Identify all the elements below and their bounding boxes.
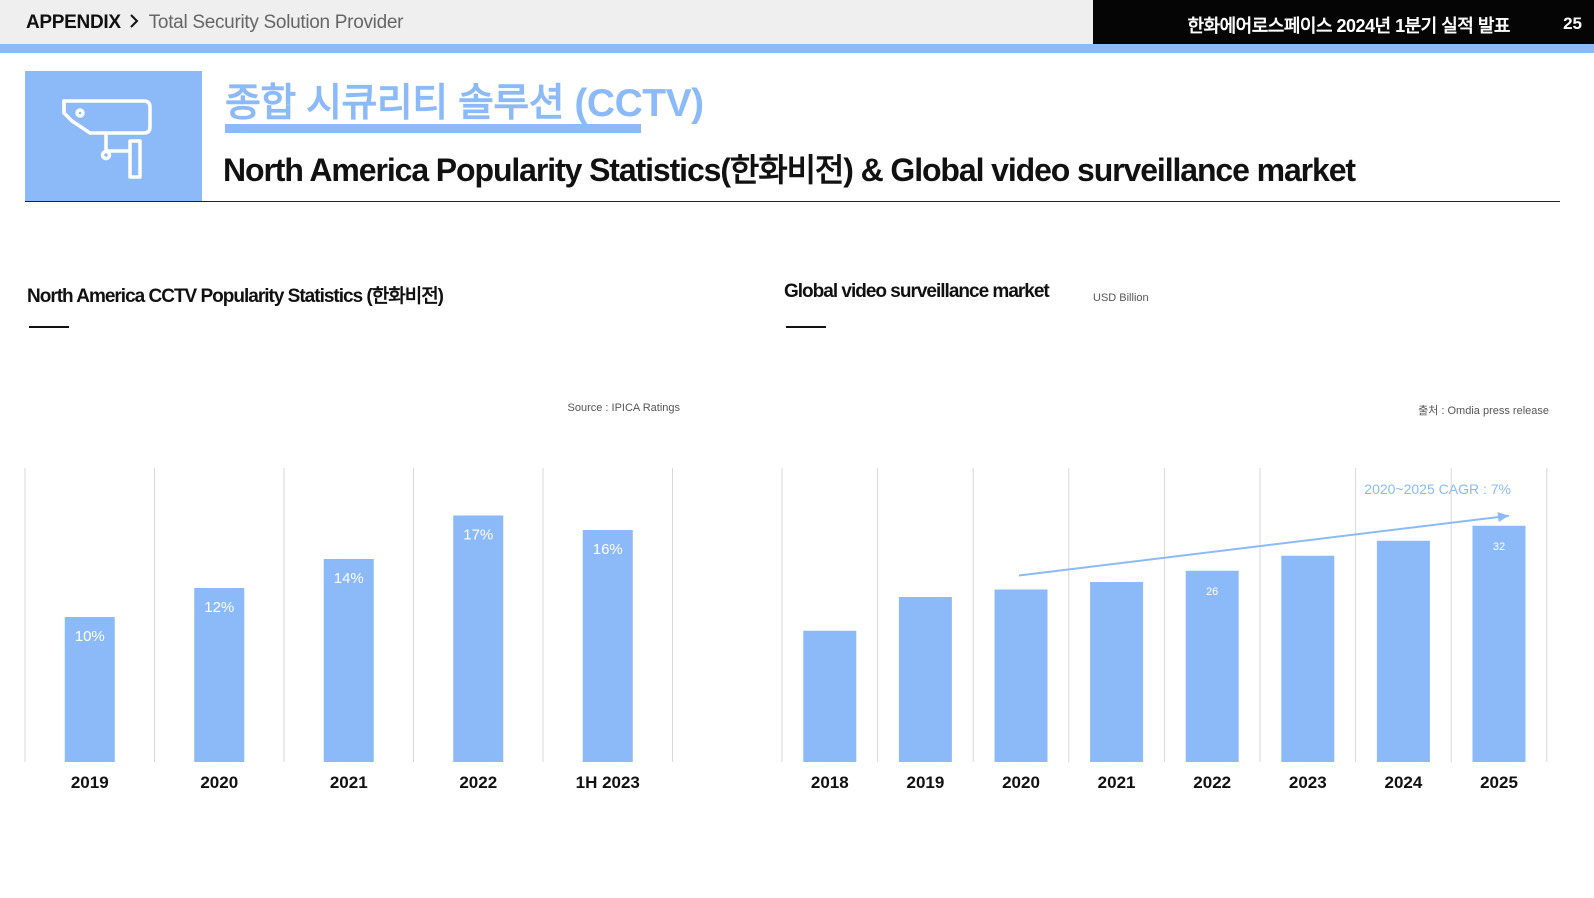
right-tick-label: 2018 <box>811 773 849 792</box>
left-data-label: 10% <box>75 628 105 645</box>
report-banner: 한화에어로스페이스 2024년 1분기 실적 발표 25 <box>1093 0 1594 44</box>
chevron-right-icon <box>129 13 140 34</box>
right-bar <box>1281 555 1335 762</box>
right-data-label: 26 <box>1206 586 1218 598</box>
page-title-english: North America Popularity Statistics(한화비전… <box>223 152 1356 188</box>
left-title-dash <box>29 326 69 328</box>
right-tick-label: 2019 <box>906 773 944 792</box>
page-number: 25 <box>1563 14 1582 33</box>
breadcrumb-subtitle: Total Security Solution Provider <box>148 12 404 33</box>
left-bar <box>64 617 115 762</box>
top-header: APPENDIX Total Security Solution Provide… <box>0 0 1594 44</box>
right-bar <box>1376 540 1430 762</box>
section-icon-box <box>25 71 202 201</box>
left-bar <box>582 530 633 762</box>
right-chart-title: Global video surveillance market <box>784 281 1050 302</box>
left-data-label: 14% <box>334 570 364 587</box>
left-chart-title: North America CCTV Popularity Statistics… <box>27 286 444 307</box>
right-title-dash <box>786 326 826 328</box>
left-tick-label: 2020 <box>200 773 238 792</box>
breadcrumb: APPENDIX Total Security Solution Provide… <box>26 12 403 34</box>
left-bar <box>323 559 374 762</box>
right-chart-unit: USD Billion <box>1093 292 1149 304</box>
right-tick-label: 2021 <box>1098 773 1136 792</box>
left-tick-label: 2021 <box>330 773 368 792</box>
breadcrumb-section: APPENDIX <box>26 12 121 33</box>
cagr-arrow-head <box>1497 512 1509 523</box>
right-chart-source: 출처 : Omdia press release <box>1418 405 1549 417</box>
left-data-label: 17% <box>463 527 493 544</box>
right-bar <box>803 630 857 762</box>
right-bar <box>1472 525 1526 762</box>
cagr-trend-line <box>1018 514 1510 577</box>
right-bar <box>898 597 952 762</box>
page-title-korean: 종합 시큐리티 솔루션 (CCTV) <box>225 82 704 125</box>
right-tick-label: 2023 <box>1289 773 1327 792</box>
cagr-annotation: 2020~2025 CAGR : 7% <box>1364 481 1511 497</box>
left-tick-label: 2019 <box>71 773 109 792</box>
right-tick-label: 2020 <box>1002 773 1040 792</box>
right-bar <box>994 589 1048 762</box>
title-divider <box>25 201 1560 202</box>
header-accent-line <box>0 44 1594 53</box>
left-chart-source: Source : IPICA Ratings <box>567 402 681 414</box>
right-tick-label: 2025 <box>1480 773 1518 792</box>
right-tick-label: 2024 <box>1384 773 1422 792</box>
left-bar <box>453 515 504 762</box>
left-bar <box>194 588 245 762</box>
right-tick-label: 2022 <box>1193 773 1231 792</box>
right-data-label: 32 <box>1493 541 1505 553</box>
right-bar <box>1185 570 1239 762</box>
left-data-label: 12% <box>204 599 234 616</box>
left-data-label: 16% <box>593 541 623 558</box>
report-title: 한화에어로스페이스 2024년 1분기 실적 발표 <box>1187 16 1510 36</box>
left-tick-label: 2022 <box>459 773 497 792</box>
cctv-camera-icon <box>62 99 152 179</box>
right-bar <box>1090 582 1144 762</box>
title-underline <box>225 124 641 133</box>
left-tick-label: 1H 2023 <box>576 773 640 792</box>
